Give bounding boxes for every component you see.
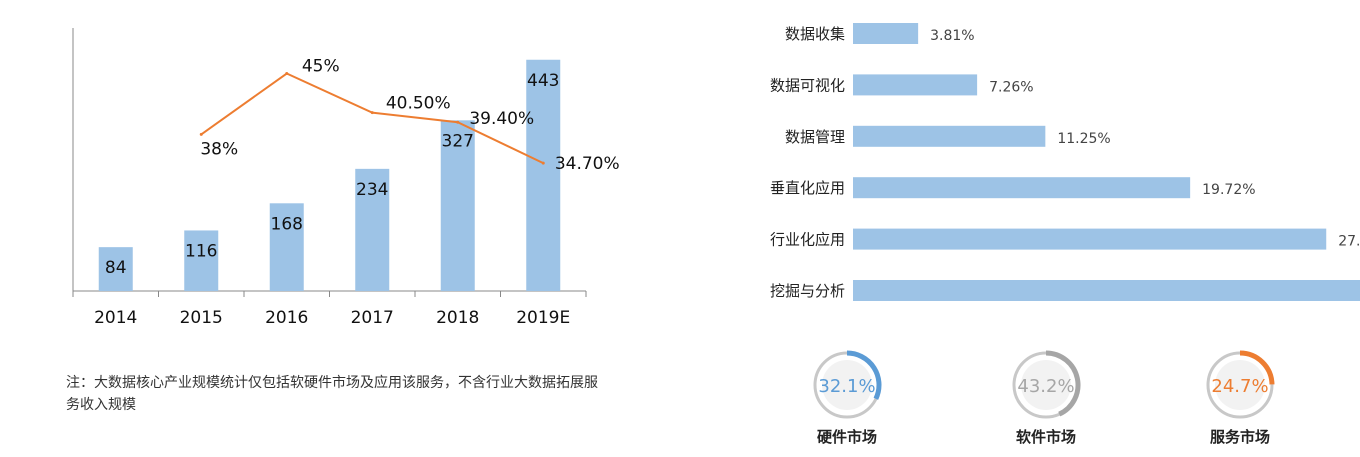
x-tick-label: 2019E xyxy=(516,308,570,328)
hbar-value-label: 11.25% xyxy=(1057,131,1110,147)
category-label: 数据可视化 xyxy=(770,76,845,94)
donut-label-software: 软件市场 xyxy=(1015,428,1076,446)
x-tick-label: 2018 xyxy=(436,308,479,328)
line-point xyxy=(285,72,289,75)
donut-center xyxy=(1215,360,1265,410)
hbar-value-label: 7.26% xyxy=(989,79,1033,95)
hbar xyxy=(853,74,978,96)
bar xyxy=(526,59,561,292)
donut-label-hardware: 硬件市场 xyxy=(816,428,877,446)
category-label: 垂直化应用 xyxy=(770,179,845,197)
bar-value-label: 168 xyxy=(271,214,303,234)
line-value-label: 45% xyxy=(302,57,340,77)
hbar-value-label: 27.68% xyxy=(1338,234,1360,250)
bar-value-label: 84 xyxy=(105,258,127,278)
bar-value-label: 443 xyxy=(527,71,559,91)
combo-chart: 84 2014 116 2015 168 2016 234 2017 327 2018 443 201… xyxy=(72,28,620,328)
donut-arc xyxy=(1239,350,1275,385)
bar xyxy=(355,168,390,291)
donut-hardware: 32.1% 硬件市场 xyxy=(787,348,907,453)
donut-chart-hardware: 32.1% xyxy=(813,350,882,419)
category-label: 数据管理 xyxy=(785,128,845,146)
donut-center xyxy=(1021,360,1071,410)
donut-center xyxy=(822,360,872,410)
line-value-label: 38% xyxy=(200,139,238,159)
bar xyxy=(440,120,475,291)
donut-chart-service: 24.7% xyxy=(1206,350,1275,419)
bar-value-label: 327 xyxy=(442,131,474,151)
donut-value: 32.1% xyxy=(818,376,875,397)
bar-value-label: 234 xyxy=(356,180,388,200)
hbar xyxy=(853,280,1360,301)
line-point xyxy=(370,111,374,115)
line-point xyxy=(456,120,460,124)
line-value-label: 39.40% xyxy=(469,109,534,129)
line-value-label: 40.50% xyxy=(386,94,451,114)
donut-chart-software: 43.2% xyxy=(1012,350,1081,419)
donut-value: 43.2% xyxy=(1017,376,1074,397)
footnote: 注：大数据核心产业规模统计仅包括软硬件市场及应用该服务，不含行业大数据拓展服务收… xyxy=(66,375,598,413)
x-tick-label: 2017 xyxy=(351,308,394,328)
category-label: 挖掘与分析 xyxy=(770,282,845,300)
x-tick-label: 2014 xyxy=(94,308,137,328)
category-label: 数据收集 xyxy=(785,25,845,43)
bar-value-label: 116 xyxy=(185,241,217,261)
hbar xyxy=(853,23,919,44)
bar xyxy=(98,247,133,291)
hbar xyxy=(853,125,1046,147)
bar xyxy=(184,230,219,291)
category-label: 行业化应用 xyxy=(770,231,845,249)
hbar-value-label: 3.81% xyxy=(930,28,974,44)
donut-software: 43.2% 软件市场 xyxy=(986,348,1106,453)
donut-arc xyxy=(1045,350,1081,417)
x-tick-label: 2015 xyxy=(180,308,223,328)
donut-value: 24.7% xyxy=(1211,376,1268,397)
donut-service: 24.7% 服务市场 xyxy=(1180,348,1300,453)
hbar xyxy=(853,228,1327,250)
line-point xyxy=(199,132,203,136)
line-value-label: 34.70% xyxy=(555,154,620,174)
donut-label-service: 服务市场 xyxy=(1209,428,1270,446)
hbar-value-label: 19.72% xyxy=(1202,182,1255,198)
x-tick-label: 2016 xyxy=(265,308,308,328)
line-point xyxy=(541,161,545,165)
donut-arc xyxy=(846,350,882,400)
hbar xyxy=(853,177,1191,199)
bar xyxy=(269,203,304,291)
